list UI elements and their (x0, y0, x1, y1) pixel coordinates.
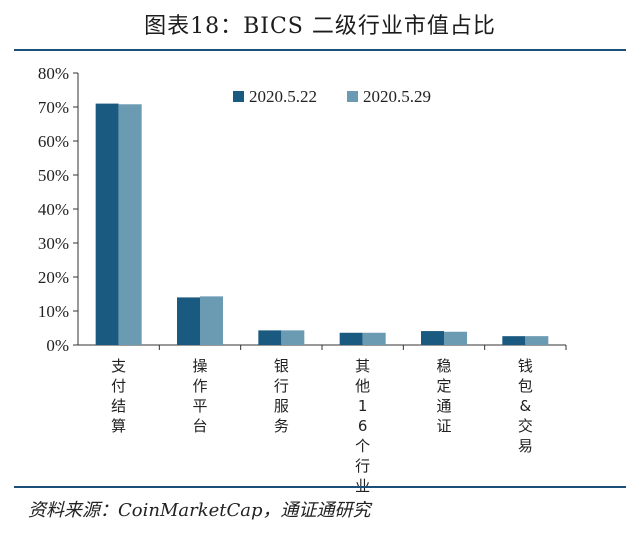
bar-1-6 (502, 336, 526, 345)
y-tick-label: 10% (38, 302, 69, 321)
bar-2-3 (281, 330, 305, 345)
bar-1-5 (421, 331, 444, 345)
category-label: 银行服务 (274, 357, 289, 435)
y-tick-label: 40% (38, 200, 69, 219)
bar-2-6 (525, 336, 549, 345)
category-label: 其他16个行业 (355, 357, 370, 495)
bar-2-4 (362, 332, 386, 345)
y-tick-label: 50% (38, 166, 69, 185)
footer-rule (14, 486, 626, 488)
y-tick-label: 60% (38, 132, 69, 151)
bar-1-4 (339, 332, 363, 345)
bar-2-2 (200, 296, 223, 345)
category-label: 操作平台 (192, 357, 207, 435)
bar-2-5 (444, 331, 467, 345)
y-tick-label: 0% (46, 336, 69, 355)
y-tick-label: 70% (38, 98, 69, 117)
source-note: 资料来源：CoinMarketCap，通证通研究 (28, 500, 371, 521)
bar-2-1 (118, 104, 142, 345)
category-label: 钱包&交易 (518, 357, 533, 455)
y-tick-label: 30% (38, 234, 69, 253)
y-tick-label: 80% (38, 64, 69, 83)
bar-1-2 (177, 297, 200, 345)
chart-title: 图表18：BICS 二级行业市值占比 (144, 14, 496, 39)
bar-1-3 (258, 330, 282, 345)
y-tick-label: 20% (38, 268, 69, 287)
bar-1-1 (95, 103, 119, 345)
legend-label-2: 2020.5.29 (363, 87, 431, 106)
legend-label-1: 2020.5.22 (249, 87, 317, 106)
legend-swatch-1 (233, 91, 244, 102)
legend-swatch-2 (347, 91, 358, 102)
title-rule (14, 49, 626, 51)
category-label: 稳定通证 (436, 357, 451, 435)
category-label: 支付结算 (111, 357, 126, 435)
